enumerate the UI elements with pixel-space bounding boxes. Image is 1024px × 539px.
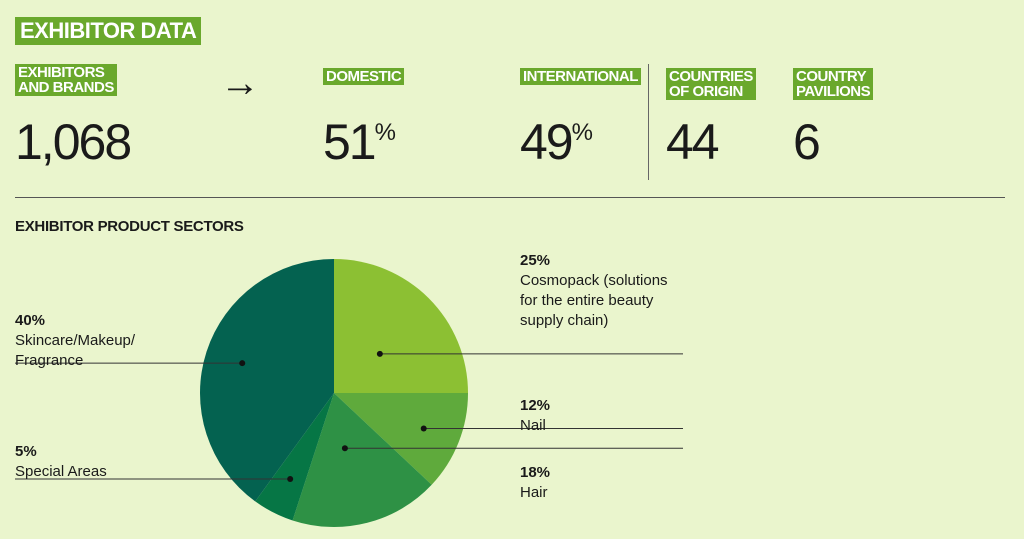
slice-label-cosmopack: 25% Cosmopack (solutions for the entire …: [520, 252, 668, 329]
chart-title: EXHIBITOR PRODUCT SECTORS: [15, 218, 244, 235]
slice-hair: [292, 393, 432, 527]
slice-cosmopack: [334, 259, 468, 393]
stat-label-countries: COUNTRIES OF ORIGIN: [666, 68, 756, 100]
stat-label-pavilions: COUNTRY PAVILIONS: [793, 68, 874, 100]
slice-label-nail: 12% Nail: [520, 397, 551, 434]
stat-value-exhibitors: 1,068: [15, 114, 132, 170]
slice-skincare: [200, 259, 334, 502]
slice-nail: [334, 393, 468, 485]
slice-hair-leader-dot: [341, 445, 348, 452]
arrow-right-icon: →: [220, 61, 260, 105]
slice-label-hair: 18% Hair: [520, 464, 551, 501]
slice-special-areas: [255, 393, 334, 521]
slice-label-special-areas: 5% Special Areas: [15, 443, 107, 480]
stat-label-domestic: DOMESTIC: [323, 68, 405, 85]
slice-nail-leader-dot: [420, 425, 427, 432]
stat-value-international: 49%: [520, 114, 593, 170]
slice-cosmopack-leader-dot: [376, 350, 383, 357]
stat-value-pavilions: 6: [793, 114, 821, 170]
stats-divider: [648, 64, 649, 180]
slice-skincare-leader-dot: [239, 360, 246, 367]
stat-label-international: INTERNATIONAL: [520, 68, 641, 85]
section-divider: [15, 197, 1005, 198]
page-title: EXHIBITOR DATA: [15, 17, 202, 45]
stat-value-domestic: 51%: [323, 114, 396, 170]
slice-label-skincare: 40% Skincare/Makeup/ Fragrance: [15, 312, 136, 369]
slice-special-areas-leader-dot: [287, 475, 294, 482]
stat-label-exhibitors: EXHIBITORS AND BRANDS: [15, 64, 117, 96]
stat-value-countries: 44: [666, 114, 720, 170]
